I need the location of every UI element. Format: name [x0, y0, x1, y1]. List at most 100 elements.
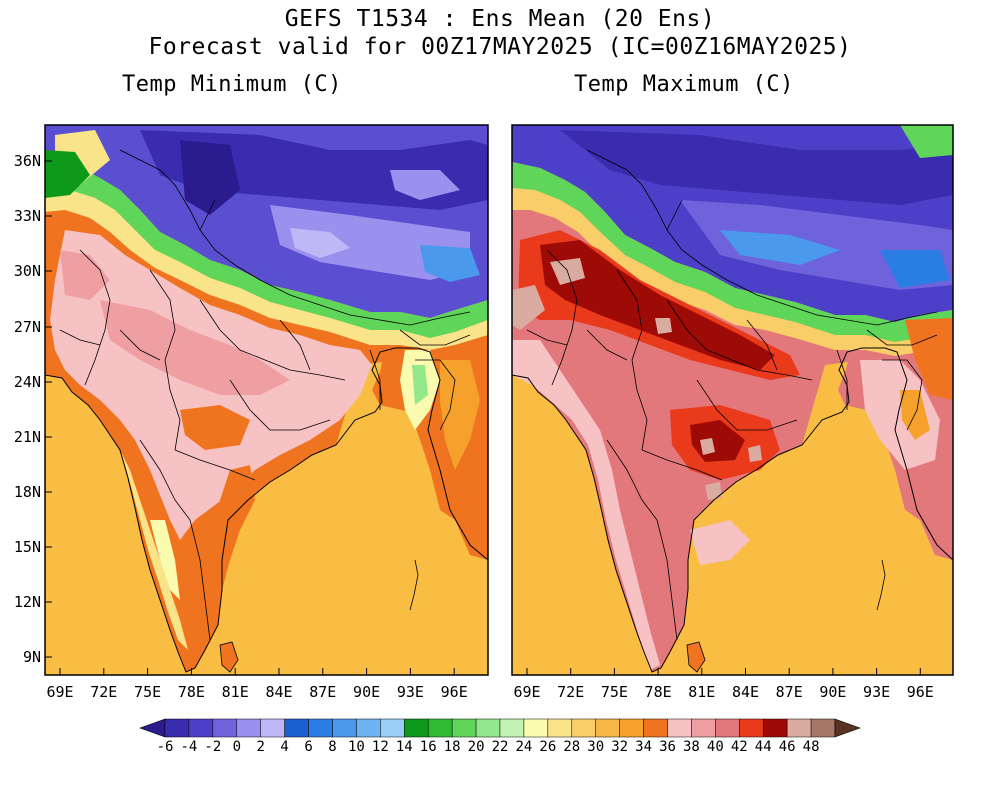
- lon-tick-label: 96E: [441, 683, 468, 701]
- lat-tick-label: 36N: [14, 152, 41, 170]
- lat-axis-min: 36N 33N 30N 27N 24N 21N 18N 15N 12N 9N: [14, 152, 52, 666]
- colorbar-swatch: [595, 718, 620, 738]
- colorbar-label: 28: [563, 739, 580, 755]
- colorbar-swatch: [356, 718, 381, 738]
- panel-title-max: Temp Maximum (C): [574, 72, 794, 97]
- colorbar-swatch: [691, 718, 716, 738]
- colorbar-label: 8: [328, 739, 336, 755]
- lat-tick-label: 27N: [14, 318, 41, 336]
- lon-tick-label: 75E: [134, 683, 161, 701]
- colorbar-swatch: [451, 718, 477, 738]
- lon-tick-label: 96E: [907, 683, 934, 701]
- lon-tick-label: 81E: [222, 683, 249, 701]
- lon-tick-label: 93E: [397, 683, 424, 701]
- colorbar-swatch: [810, 718, 836, 738]
- figure-subtitle: Forecast valid for 00Z17MAY2025 (IC=00Z1…: [148, 34, 852, 60]
- colorbar-label: 24: [515, 739, 532, 755]
- panel-frame-min: [44, 124, 489, 676]
- colorbar-swatch: [404, 718, 429, 738]
- colorbar-label: 48: [803, 739, 820, 755]
- colorbar-label: 32: [611, 739, 628, 755]
- colorbar-swatch: [260, 718, 285, 738]
- colorbar-arrow-low: [139, 718, 166, 738]
- colorbar-label: 34: [635, 739, 652, 755]
- coastline: [512, 347, 953, 673]
- colorbar-swatch: [571, 718, 596, 738]
- colorbar-swatch: [188, 718, 214, 738]
- colorbar-swatch: [475, 718, 501, 738]
- sri-lanka: [686, 641, 706, 673]
- colorbar-swatch: [619, 718, 644, 738]
- panel-title-min: Temp Minimum (C): [122, 72, 342, 97]
- colorbar-swatch: [332, 718, 357, 738]
- lon-tick-label: 78E: [645, 683, 672, 701]
- colorbar-label: 46: [779, 739, 796, 755]
- colorbar-label: 26: [539, 739, 556, 755]
- map-panel-min: [45, 125, 488, 675]
- colorbar-swatch: [739, 718, 764, 738]
- colorbar-label: -6: [157, 739, 174, 755]
- colorbar-label: 18: [444, 739, 461, 755]
- colorbar-label: -4: [180, 739, 197, 755]
- colorbar-swatch: [715, 718, 740, 738]
- lon-tick-label: 69E: [513, 683, 540, 701]
- lon-tick-label: 87E: [776, 683, 803, 701]
- lon-tick-label: 72E: [557, 683, 584, 701]
- lat-tick-label: 33N: [14, 207, 41, 225]
- colorbar-label: 36: [659, 739, 676, 755]
- map-panel-max: [512, 125, 953, 675]
- colorbar-swatch: [308, 718, 333, 738]
- colorbar-label: 0: [233, 739, 241, 755]
- colorbar-swatch: [212, 718, 238, 738]
- boundaries: [526, 149, 938, 641]
- lat-tick-label: 9N: [23, 648, 41, 666]
- lat-tick-label: 21N: [14, 428, 41, 446]
- colorbar-label: 30: [587, 739, 604, 755]
- colorbar-label: 22: [492, 739, 509, 755]
- colorbar-label: 12: [372, 739, 389, 755]
- andaman-islands: [409, 559, 419, 611]
- lat-tick-label: 12N: [14, 593, 41, 611]
- lon-tick-label: 90E: [353, 683, 380, 701]
- colorbar-swatch: [786, 718, 812, 738]
- colorbar-label: 14: [396, 739, 413, 755]
- lon-axis-max: 69E 72E 75E 78E 81E 84E 87E 90E 93E 96E: [513, 668, 934, 701]
- colorbar-swatch: [284, 718, 309, 738]
- lat-tick-label: 30N: [14, 262, 41, 280]
- figure-title: GEFS T1534 : Ens Mean (20 Ens): [284, 6, 716, 32]
- colorbar-swatch: [380, 718, 405, 738]
- andaman-islands: [876, 559, 886, 611]
- lon-tick-label: 81E: [688, 683, 715, 701]
- colorbar-label: 10: [348, 739, 365, 755]
- lon-tick-label: 84E: [732, 683, 759, 701]
- boundaries: [59, 149, 471, 641]
- colorbar-label: 4: [280, 739, 288, 755]
- lat-tick-label: 24N: [14, 373, 41, 391]
- colorbar-swatch: [427, 718, 453, 738]
- colorbar-swatch: [643, 718, 668, 738]
- colorbar-label: 6: [304, 739, 312, 755]
- colorbar-label: 2: [256, 739, 264, 755]
- lon-tick-label: 87E: [309, 683, 336, 701]
- lon-axis-min: 69E 72E 75E 78E 81E 84E 87E 90E 93E 96E: [46, 668, 468, 701]
- colorbar: -6 -4 -2 0 2 4 6 8 10 12 14 16 18 20 22 24 26 28 30 32 34 36 3…: [139, 718, 861, 755]
- lon-tick-label: 84E: [265, 683, 292, 701]
- sri-lanka: [219, 641, 239, 673]
- colorbar-label: 44: [755, 739, 772, 755]
- colorbar-label: 42: [731, 739, 748, 755]
- lon-tick-label: 78E: [178, 683, 205, 701]
- lat-tick-label: 15N: [14, 538, 41, 556]
- colorbar-label: 38: [683, 739, 700, 755]
- lon-tick-label: 90E: [819, 683, 846, 701]
- colorbar-swatch: [762, 718, 788, 738]
- colorbar-swatch: [499, 718, 525, 738]
- colorbar-swatch: [667, 718, 692, 738]
- lat-tick-label: 18N: [14, 483, 41, 501]
- colorbar-label: 40: [707, 739, 724, 755]
- colorbar-arrow-high: [834, 718, 861, 738]
- colorbar-swatch: [547, 718, 573, 738]
- lon-tick-label: 69E: [46, 683, 73, 701]
- colorbar-label: 20: [468, 739, 485, 755]
- lon-tick-label: 72E: [90, 683, 117, 701]
